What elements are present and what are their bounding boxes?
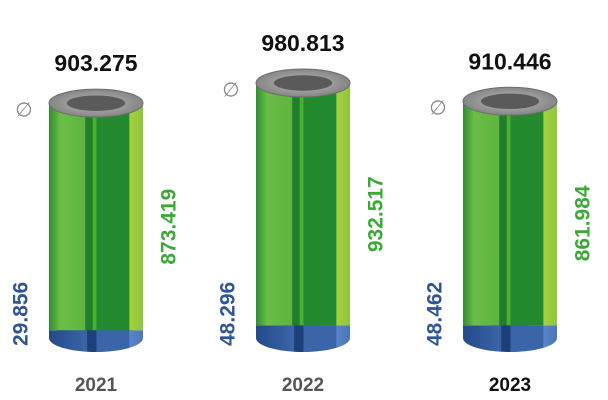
blue-value-label: 48.462 bbox=[424, 282, 447, 346]
blue-segment bbox=[49, 330, 143, 338]
total-label: 903.275 bbox=[54, 50, 137, 76]
green-segment bbox=[256, 82, 350, 326]
diameter-symbol: ∅ bbox=[429, 98, 446, 120]
year-label: 2023 bbox=[489, 375, 531, 396]
year-label: 2021 bbox=[75, 375, 118, 396]
cylinder-hole bbox=[66, 95, 126, 111]
year-label: 2022 bbox=[282, 375, 324, 396]
diameter-symbol: ∅ bbox=[15, 99, 32, 121]
green-value-label: 873.419 bbox=[158, 189, 181, 265]
green-segment bbox=[49, 103, 143, 331]
blue-value-label: 48.296 bbox=[217, 282, 240, 346]
blue-segment bbox=[256, 325, 350, 338]
cylinder-hole bbox=[273, 75, 333, 91]
blue-value-label: 29.856 bbox=[10, 282, 33, 346]
total-label: 910.446 bbox=[468, 48, 551, 74]
blue-segment bbox=[463, 325, 557, 338]
green-value-label: 932.517 bbox=[365, 176, 388, 252]
green-value-label: 861.984 bbox=[572, 185, 595, 261]
green-segment bbox=[463, 101, 557, 326]
cylinder-hole bbox=[480, 93, 540, 109]
diameter-symbol: ∅ bbox=[222, 79, 239, 101]
total-label: 980.813 bbox=[261, 30, 344, 56]
